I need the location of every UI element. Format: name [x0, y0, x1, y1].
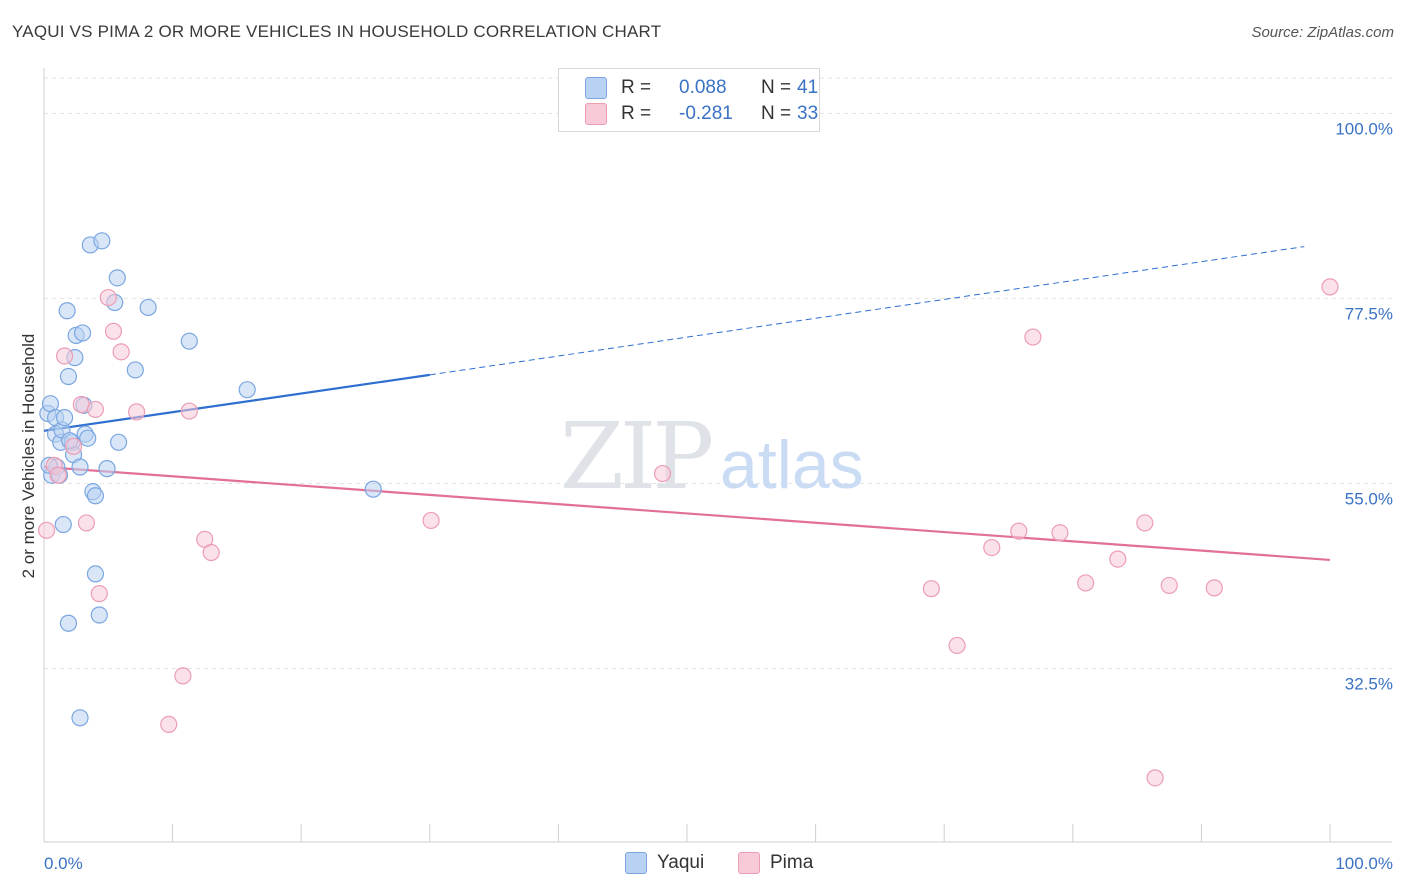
legend-r-value-pima: -0.281: [679, 103, 733, 124]
data-point-pima: [160, 715, 178, 733]
axis-layer: [43, 68, 1392, 843]
data-point-yaqui: [54, 515, 72, 534]
points-layer: [37, 232, 1339, 787]
legend-n-value-yaqui: 41: [797, 77, 819, 98]
source-label: Source: ZipAtlas.com: [1251, 24, 1394, 41]
watermark: ZIP atlas: [560, 403, 864, 510]
data-point-pima: [55, 347, 74, 365]
data-point-pima: [1051, 524, 1069, 542]
data-point-pima: [37, 521, 56, 539]
data-point-yaqui: [59, 367, 78, 386]
label-layer: 2 or more Vehicles in Household 0.0% 100…: [19, 119, 1393, 873]
data-point-yaqui: [86, 565, 105, 583]
data-point-pima: [922, 580, 940, 598]
data-point-pima: [1160, 576, 1178, 595]
data-point-yaqui: [90, 606, 108, 624]
data-point-yaqui: [58, 302, 76, 320]
data-point-pima: [1109, 550, 1127, 568]
legend-row-pima: R = -0.281 N = 33: [585, 102, 818, 126]
data-point-yaqui: [71, 709, 89, 727]
legend-r-value-yaqui: 0.088: [679, 77, 727, 98]
data-point-yaqui: [59, 614, 78, 632]
data-point-pima: [422, 511, 440, 530]
data-point-pima: [948, 636, 966, 655]
series-legend-yaqui: Yaqui: [625, 852, 704, 874]
series-swatch-pima: [738, 852, 760, 874]
data-point-yaqui: [126, 361, 144, 379]
data-point-pima: [1077, 574, 1095, 592]
series-swatch-yaqui: [625, 852, 647, 874]
data-point-pima: [99, 288, 117, 307]
data-point-pima: [174, 667, 192, 685]
data-point-pima: [112, 343, 130, 361]
series-legend: Yaqui Pima: [0, 852, 1406, 878]
legend-r-label: R =: [621, 103, 652, 124]
data-point-pima: [1024, 328, 1042, 346]
trend-extension-yaqui: [429, 246, 1305, 376]
data-point-yaqui: [364, 480, 382, 498]
legend-n-value-pima: 33: [797, 103, 819, 124]
chart-title: YAQUI VS PIMA 2 OR MORE VEHICLES IN HOUS…: [12, 22, 662, 41]
legend-r-label: R =: [621, 77, 652, 98]
x-tick-label-min: 0.0%: [44, 854, 83, 873]
data-point-pima: [1136, 514, 1154, 532]
data-point-yaqui: [108, 269, 126, 287]
data-point-pima: [180, 402, 198, 420]
data-point-pima: [202, 543, 220, 562]
x-tick-label-max: 100.0%: [1335, 854, 1393, 873]
data-point-pima: [1321, 278, 1339, 296]
data-point-yaqui: [79, 429, 97, 447]
data-point-yaqui: [55, 409, 74, 427]
trend-line-pima: [43, 465, 1331, 562]
y-axis-label: 2 or more Vehicles in Household: [19, 334, 38, 579]
data-point-yaqui: [93, 232, 111, 250]
legend-row-yaqui: R = 0.088 N = 41: [585, 76, 818, 100]
data-point-yaqui: [73, 324, 92, 342]
data-point-yaqui: [71, 458, 89, 476]
grid-layer: [44, 77, 1392, 669]
data-point-pima: [77, 514, 96, 532]
data-point-pima: [49, 466, 67, 484]
series-legend-pima: Pima: [738, 852, 813, 874]
y-tick-label: 32.5%: [1345, 674, 1393, 693]
watermark-atlas: atlas: [720, 427, 864, 503]
data-point-yaqui: [98, 460, 116, 478]
data-point-pima: [1146, 769, 1164, 787]
series-legend-label-yaqui: Yaqui: [657, 852, 705, 873]
data-point-pima: [64, 437, 83, 456]
data-point-pima: [86, 400, 105, 419]
trend-layer: [43, 246, 1331, 562]
legend-swatch-yaqui: [585, 77, 607, 99]
data-point-pima: [127, 403, 146, 421]
stats-legend: R = 0.088 N = 41 R = -0.281 N = 33: [558, 68, 820, 132]
data-point-pima: [983, 538, 1001, 557]
y-tick-label: 55.0%: [1345, 489, 1393, 508]
data-point-yaqui: [139, 298, 157, 317]
data-point-yaqui: [109, 433, 128, 451]
data-point-pima: [1010, 522, 1028, 540]
data-point-pima: [1205, 579, 1223, 597]
legend-n-label: N =: [761, 77, 792, 98]
series-legend-label-pima: Pima: [770, 852, 814, 873]
watermark-zip: ZIP: [560, 403, 711, 510]
trend-line-yaqui: [43, 373, 430, 432]
legend-swatch-pima: [585, 103, 607, 125]
data-point-pima: [104, 322, 123, 340]
data-point-yaqui: [238, 381, 256, 399]
data-point-pima: [653, 464, 672, 483]
y-tick-label: 100.0%: [1335, 119, 1393, 138]
data-point-yaqui: [86, 487, 105, 505]
legend-n-label: N =: [761, 103, 792, 124]
y-tick-label: 77.5%: [1345, 304, 1393, 323]
data-point-yaqui: [180, 332, 198, 350]
data-point-pima: [90, 585, 108, 603]
